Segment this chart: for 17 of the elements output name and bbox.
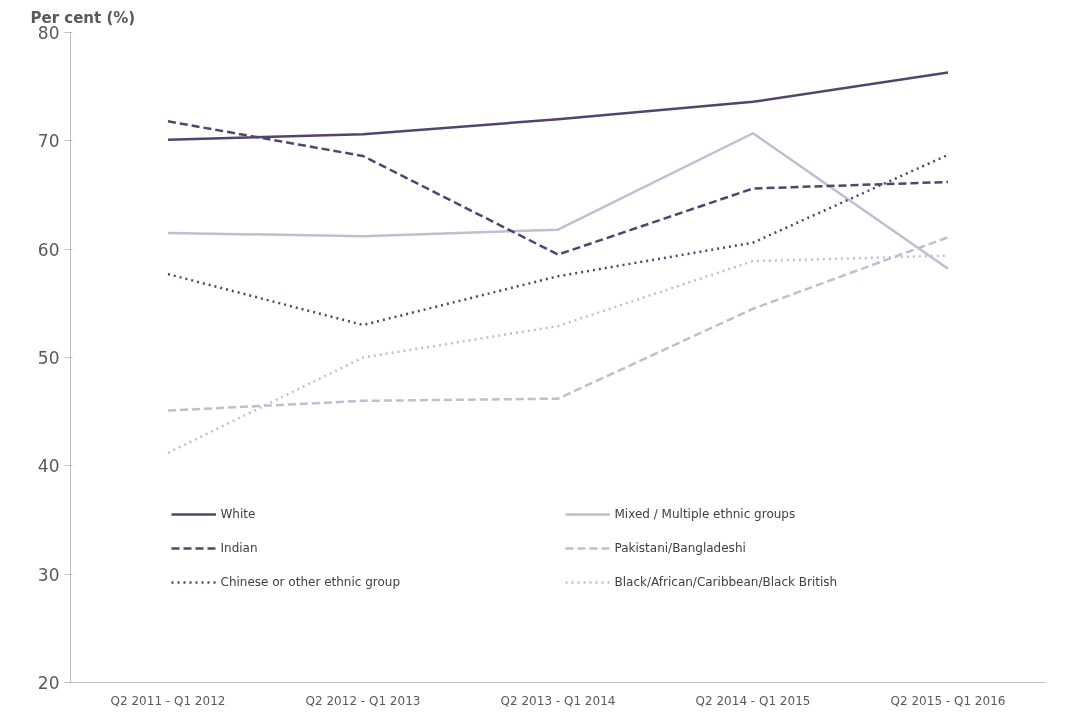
y-tick-label: 20 [37,673,60,693]
x-tick-label: Q2 2012 - Q1 2013 [305,693,421,708]
legend-label: Mixed / Multiple ethnic groups [614,507,797,521]
legend-label: Indian [220,541,259,555]
legend-label: Chinese or other ethnic group [220,575,402,589]
y-tick-label: 40 [37,456,60,477]
x-tick-label: Q2 2011 - Q1 2012 [110,693,226,708]
y-tick-label: 60 [37,239,60,260]
x-tick-label: Q2 2014 - Q1 2015 [695,693,811,708]
legend-label: Black/African/Caribbean/Black British [614,575,839,589]
legend-label: Pakistani/Bangladeshi [614,541,747,555]
x-tick-label: Q2 2015 - Q1 2016 [890,693,1006,708]
y-tick-label: 70 [37,131,60,152]
legend-label: White [220,507,257,521]
y-tick-label: 50 [37,348,60,368]
x-tick-label: Q2 2013 - Q1 2014 [500,693,616,708]
y-tick-label: 30 [37,564,60,585]
